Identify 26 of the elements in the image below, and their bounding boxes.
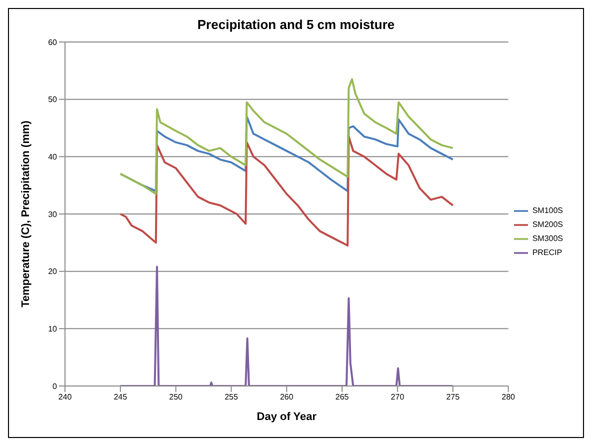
y-tick-label: 40 (48, 152, 58, 162)
legend-label: SM100S (532, 206, 563, 216)
y-tick-label: 20 (48, 267, 58, 276)
x-tick-label: 265 (335, 392, 350, 402)
x-tick-label: 280 (502, 392, 516, 402)
chart-title: Precipitation and 5 cm moisture (196, 16, 396, 32)
y-tick-label: 30 (48, 210, 58, 219)
y-tick-label: 50 (48, 95, 58, 104)
y-tick-label: 60 (48, 38, 58, 47)
legend-label: SM200S (532, 220, 563, 230)
x-axis-title: Day of Year (256, 411, 318, 423)
x-tick-label: 255 (224, 392, 238, 402)
y-axis-title: Temperature (C), Precipitation (mm) (20, 120, 32, 308)
x-tick-label: 275 (446, 392, 460, 402)
y-tick-label: 10 (48, 324, 58, 334)
legend-label: SM300S (532, 234, 563, 244)
legend-label: PRECIP (532, 248, 562, 258)
x-tick-label: 270 (390, 392, 405, 402)
x-tick-label: 260 (280, 392, 294, 402)
x-tick-label: 245 (114, 392, 128, 402)
x-tick-label: 240 (58, 392, 72, 402)
line-series (119, 136, 454, 247)
line-series (119, 78, 454, 195)
line-series (119, 266, 454, 386)
y-tick-label: 0 (52, 382, 58, 391)
x-tick-label: 250 (169, 392, 184, 402)
